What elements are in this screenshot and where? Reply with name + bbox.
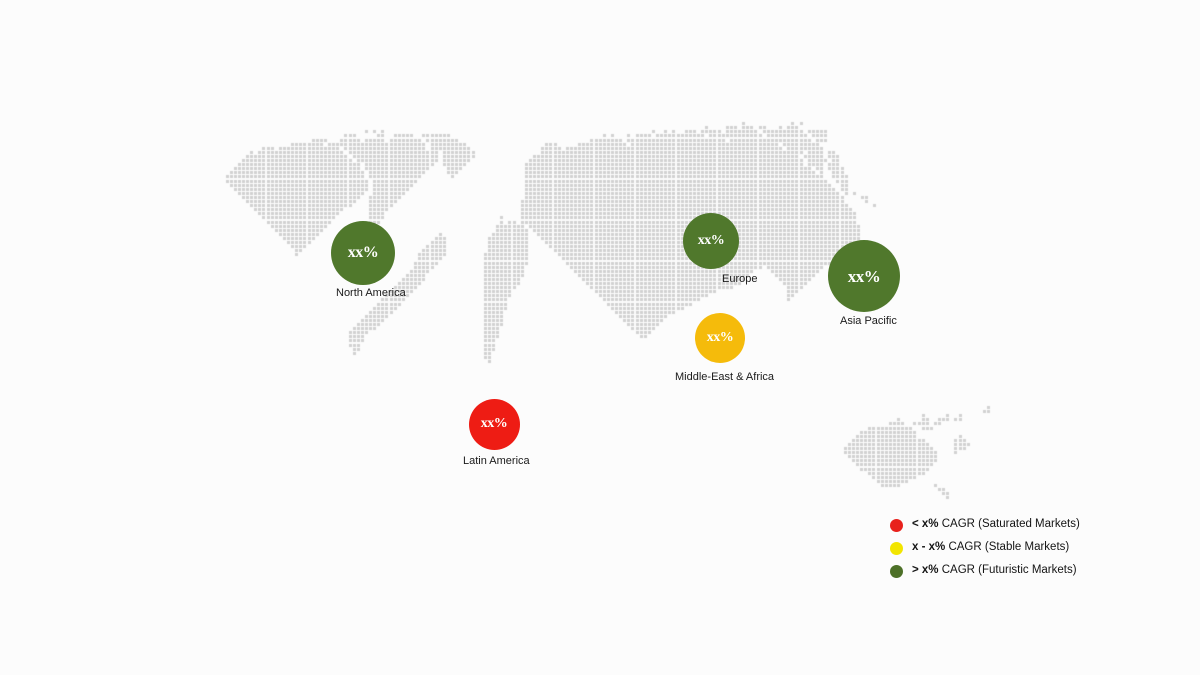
legend-description-stable: CAGR (Stable Markets) xyxy=(945,541,1070,554)
legend-item-saturated[interactable]: < x% CAGR (Saturated Markets) xyxy=(890,518,1080,532)
region-label-middle-east-africa: Middle-East & Africa xyxy=(675,371,775,383)
legend-threshold-saturated: < x% xyxy=(912,518,939,531)
legend-label-stable: x - x% CAGR (Stable Markets) xyxy=(912,542,1069,554)
region-label-north-america: North America xyxy=(336,287,406,299)
region-cagr-value: xx% xyxy=(706,330,734,345)
legend-dot-saturated-icon xyxy=(890,518,903,532)
legend-dot-stable-icon xyxy=(890,541,903,555)
legend-description-futuristic: CAGR (Futuristic Markets) xyxy=(938,564,1077,577)
region-bubble-asia-pacific[interactable]: xx% xyxy=(828,240,900,312)
region-bubble-north-america[interactable]: xx% xyxy=(331,221,395,285)
region-bubble-europe[interactable]: xx% xyxy=(683,213,739,269)
legend-item-stable[interactable]: x - x% CAGR (Stable Markets) xyxy=(890,541,1080,555)
legend-threshold-futuristic: > x% xyxy=(912,564,939,577)
cagr-legend: < x% CAGR (Saturated Markets) x - x% CAGR… xyxy=(890,518,1080,578)
region-label-asia-pacific: Asia Pacific xyxy=(840,315,897,327)
region-cagr-value: xx% xyxy=(697,233,725,248)
region-cagr-value: xx% xyxy=(847,266,881,286)
legend-threshold-stable: x - x% xyxy=(912,541,946,554)
region-label-europe: Europe xyxy=(722,273,758,285)
legend-label-saturated: < x% CAGR (Saturated Markets) xyxy=(912,519,1080,531)
region-cagr-value: xx% xyxy=(347,244,379,261)
legend-description-saturated: CAGR (Saturated Markets) xyxy=(938,518,1080,531)
legend-dot-futuristic-icon xyxy=(890,564,903,578)
legend-item-futuristic[interactable]: > x% CAGR (Futuristic Markets) xyxy=(890,564,1080,578)
region-cagr-value: xx% xyxy=(480,416,508,431)
region-bubble-latin-america[interactable]: xx% xyxy=(468,398,520,450)
region-label-latin-america: Latin America xyxy=(463,455,530,467)
region-bubble-middle-east-africa[interactable]: xx% xyxy=(695,313,745,363)
legend-label-futuristic: > x% CAGR (Futuristic Markets) xyxy=(912,565,1077,577)
